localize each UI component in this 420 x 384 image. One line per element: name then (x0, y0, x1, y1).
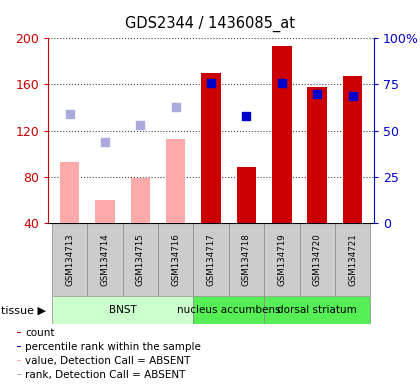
FancyBboxPatch shape (264, 223, 299, 296)
FancyBboxPatch shape (52, 223, 87, 296)
Point (243, 113, 250, 119)
Bar (95, 200, 115, 223)
FancyBboxPatch shape (123, 223, 158, 296)
Text: GSM134715: GSM134715 (136, 233, 145, 286)
Text: tissue ▶: tissue ▶ (1, 306, 46, 316)
Bar (17, 374, 21, 375)
Text: count: count (25, 328, 55, 338)
Bar (201, 73, 221, 223)
Text: GSM134717: GSM134717 (207, 233, 215, 286)
Text: GSM134714: GSM134714 (100, 233, 109, 286)
Point (208, 79, 215, 86)
FancyBboxPatch shape (52, 296, 193, 324)
FancyBboxPatch shape (193, 223, 229, 296)
Text: percentile rank within the sample: percentile rank within the sample (25, 342, 201, 352)
FancyBboxPatch shape (87, 223, 123, 296)
Point (137, 122, 144, 128)
Text: value, Detection Call = ABSENT: value, Detection Call = ABSENT (25, 356, 191, 366)
Text: GSM134720: GSM134720 (313, 233, 322, 286)
Text: GSM134721: GSM134721 (348, 233, 357, 286)
FancyBboxPatch shape (264, 296, 370, 324)
FancyBboxPatch shape (193, 296, 264, 324)
Point (278, 79, 285, 86)
Bar (17, 346, 21, 347)
FancyBboxPatch shape (335, 223, 370, 296)
Bar (17, 332, 21, 333)
Bar (131, 178, 150, 223)
FancyBboxPatch shape (299, 223, 335, 296)
Bar (237, 167, 256, 223)
Point (66, 111, 73, 117)
Bar (60, 162, 79, 223)
Bar (343, 76, 362, 223)
Point (172, 104, 179, 110)
Bar (166, 139, 185, 223)
FancyBboxPatch shape (158, 223, 193, 296)
Point (314, 91, 320, 97)
Text: GDS2344 / 1436085_at: GDS2344 / 1436085_at (125, 15, 295, 31)
Bar (272, 46, 291, 223)
Text: GSM134718: GSM134718 (242, 233, 251, 286)
Text: BNST: BNST (109, 305, 136, 315)
Bar (17, 360, 21, 361)
Bar (307, 87, 327, 223)
Text: GSM134719: GSM134719 (277, 233, 286, 286)
Text: GSM134716: GSM134716 (171, 233, 180, 286)
Text: GSM134713: GSM134713 (65, 233, 74, 286)
Point (102, 139, 108, 145)
Text: nucleus accumbens: nucleus accumbens (177, 305, 281, 315)
Text: rank, Detection Call = ABSENT: rank, Detection Call = ABSENT (25, 369, 186, 380)
FancyBboxPatch shape (229, 223, 264, 296)
Point (349, 93, 356, 99)
Text: dorsal striatum: dorsal striatum (277, 305, 357, 315)
